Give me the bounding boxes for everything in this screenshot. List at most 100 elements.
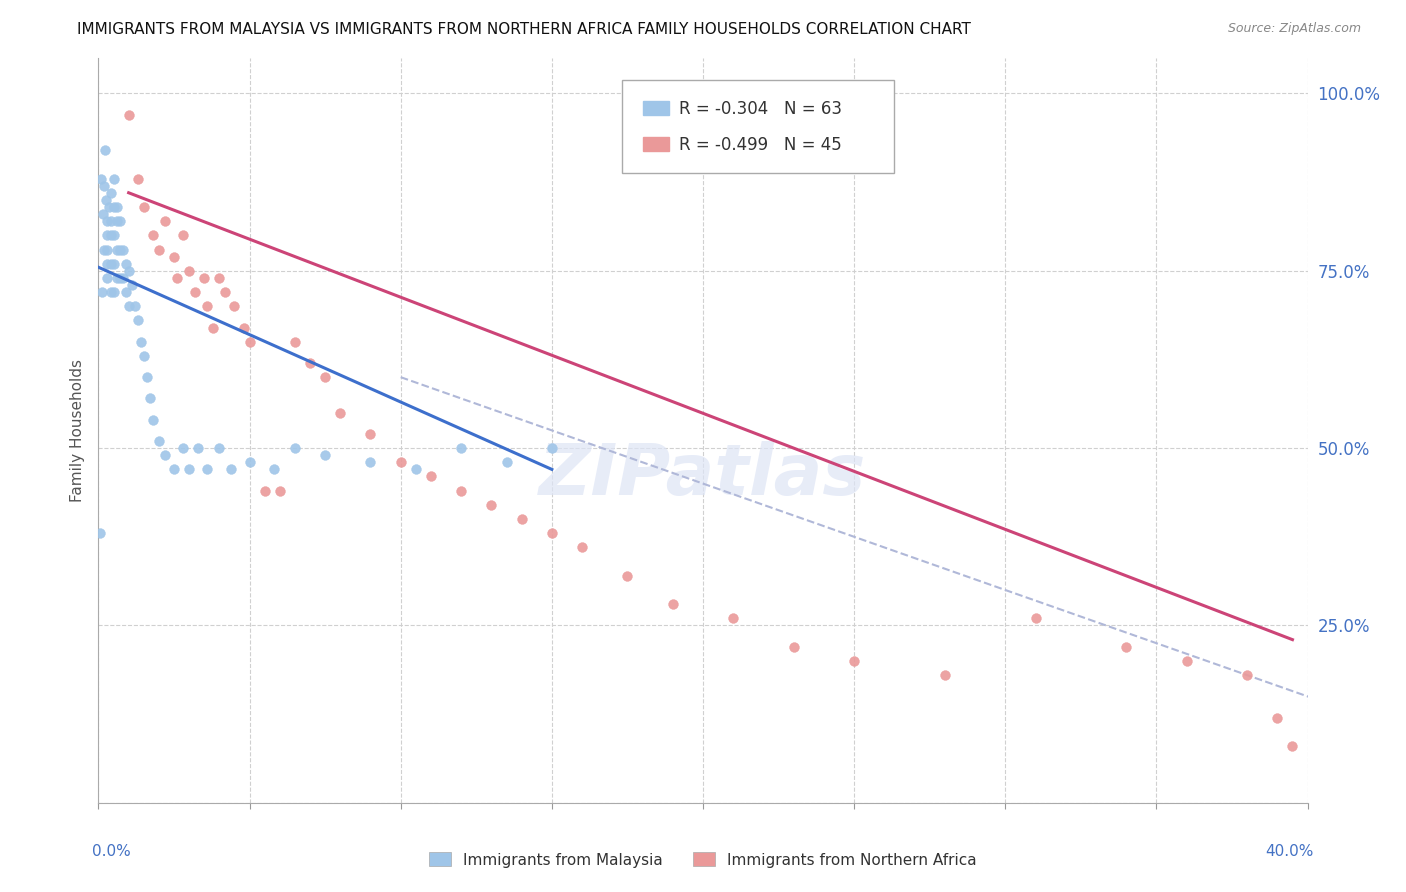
Point xyxy=(124,299,146,313)
Point xyxy=(96,214,118,228)
Point xyxy=(1115,640,1137,654)
Point xyxy=(90,171,112,186)
Point xyxy=(179,462,201,476)
Point xyxy=(208,271,231,285)
Point xyxy=(100,186,122,200)
Point xyxy=(111,243,134,257)
Point xyxy=(783,640,806,654)
Point xyxy=(450,441,472,455)
Point xyxy=(135,370,157,384)
Point xyxy=(103,285,125,299)
Point xyxy=(224,299,246,313)
Point xyxy=(108,271,131,285)
Point xyxy=(153,214,176,228)
Point xyxy=(239,455,262,469)
Point xyxy=(540,526,562,541)
Point xyxy=(299,356,322,370)
Point xyxy=(127,313,149,327)
Point xyxy=(314,370,336,384)
Point xyxy=(405,462,427,476)
Point xyxy=(96,228,118,243)
FancyBboxPatch shape xyxy=(621,80,894,173)
Point xyxy=(148,434,170,448)
Point xyxy=(195,299,218,313)
Point xyxy=(187,441,209,455)
Point xyxy=(495,455,517,469)
Point xyxy=(232,320,254,334)
Point xyxy=(1175,654,1198,668)
Point xyxy=(100,228,122,243)
FancyBboxPatch shape xyxy=(643,102,669,115)
Point xyxy=(214,285,236,299)
Point xyxy=(934,668,956,682)
Point xyxy=(118,108,141,122)
Point xyxy=(139,392,162,406)
Point xyxy=(172,441,194,455)
Point xyxy=(103,200,125,214)
Point xyxy=(118,264,141,278)
Point xyxy=(114,257,136,271)
Point xyxy=(202,320,225,334)
Point xyxy=(129,334,152,349)
Point xyxy=(108,214,131,228)
Point xyxy=(844,654,866,668)
Point xyxy=(329,406,352,420)
Point xyxy=(163,462,186,476)
Point xyxy=(127,171,149,186)
Legend: Immigrants from Malaysia, Immigrants from Northern Africa: Immigrants from Malaysia, Immigrants fro… xyxy=(423,847,983,873)
Point xyxy=(142,413,165,427)
Point xyxy=(103,228,125,243)
Point xyxy=(571,541,593,555)
Point xyxy=(616,569,638,583)
Point xyxy=(105,214,128,228)
Point xyxy=(1024,611,1046,625)
Point xyxy=(103,171,125,186)
FancyBboxPatch shape xyxy=(643,137,669,151)
Point xyxy=(253,483,276,498)
Point xyxy=(103,257,125,271)
Point xyxy=(314,448,336,462)
Point xyxy=(91,285,114,299)
Point xyxy=(111,271,134,285)
Point xyxy=(510,512,533,526)
Text: R = -0.304   N = 63: R = -0.304 N = 63 xyxy=(679,100,842,118)
Point xyxy=(100,214,122,228)
Point xyxy=(94,143,117,157)
Point xyxy=(132,200,155,214)
Text: IMMIGRANTS FROM MALAYSIA VS IMMIGRANTS FROM NORTHERN AFRICA FAMILY HOUSEHOLDS CO: IMMIGRANTS FROM MALAYSIA VS IMMIGRANTS F… xyxy=(77,22,972,37)
Text: ZIPatlas: ZIPatlas xyxy=(540,441,866,509)
Point xyxy=(1281,739,1303,753)
Point xyxy=(105,243,128,257)
Text: 0.0%: 0.0% xyxy=(93,844,131,859)
Point xyxy=(179,264,201,278)
Point xyxy=(91,207,114,221)
Point xyxy=(96,257,118,271)
Point xyxy=(481,498,503,512)
Point xyxy=(263,462,285,476)
Point xyxy=(166,271,188,285)
Point xyxy=(148,243,170,257)
Point xyxy=(195,462,218,476)
Point xyxy=(360,455,382,469)
Point xyxy=(1267,711,1289,725)
Point xyxy=(420,469,443,483)
Text: 40.0%: 40.0% xyxy=(1265,844,1313,859)
Point xyxy=(239,334,262,349)
Point xyxy=(105,200,128,214)
Point xyxy=(105,271,128,285)
Point xyxy=(93,243,115,257)
Point xyxy=(98,200,121,214)
Point xyxy=(269,483,291,498)
Point xyxy=(284,334,307,349)
Point xyxy=(142,228,165,243)
Point xyxy=(723,611,745,625)
Point xyxy=(89,526,111,541)
Point xyxy=(172,228,194,243)
Point xyxy=(100,285,122,299)
Point xyxy=(208,441,231,455)
Point xyxy=(540,441,562,455)
Point xyxy=(96,271,118,285)
Text: R = -0.499   N = 45: R = -0.499 N = 45 xyxy=(679,136,842,153)
Point xyxy=(193,271,215,285)
Point xyxy=(93,178,115,193)
